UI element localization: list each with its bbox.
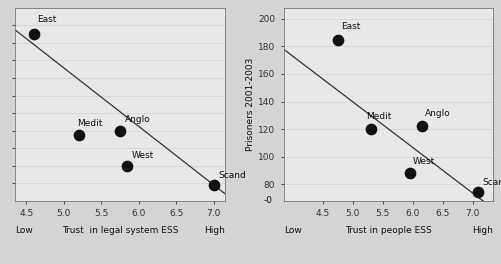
Text: Low: Low: [284, 226, 302, 235]
Point: [474, 190, 482, 195]
Point: [75, 133, 83, 137]
Text: West: West: [132, 151, 154, 160]
Text: Scand: Scand: [482, 178, 501, 187]
Point: [30, 32, 38, 36]
Text: High: High: [204, 226, 225, 235]
Text: East: East: [38, 15, 57, 24]
Text: Low: Low: [15, 226, 33, 235]
Point: [123, 163, 131, 168]
Point: [209, 183, 217, 187]
Point: [334, 37, 342, 42]
Point: [116, 129, 124, 133]
Text: Anglo: Anglo: [124, 115, 150, 124]
Text: Medit: Medit: [77, 119, 103, 128]
Text: High: High: [472, 226, 493, 235]
Y-axis label: Prisoners 2001-2003: Prisoners 2001-2003: [246, 58, 256, 151]
Text: East: East: [341, 22, 361, 31]
Text: -0: -0: [264, 196, 273, 205]
Text: Medit: Medit: [366, 112, 391, 121]
Text: Anglo: Anglo: [425, 109, 451, 118]
Point: [405, 171, 413, 175]
Text: West: West: [413, 157, 435, 166]
Point: [367, 127, 375, 131]
Text: Trust in people ESS: Trust in people ESS: [345, 226, 432, 235]
Text: Scand: Scand: [218, 172, 246, 181]
Text: Trust  in legal system ESS: Trust in legal system ESS: [62, 226, 178, 235]
Point: [417, 124, 425, 128]
